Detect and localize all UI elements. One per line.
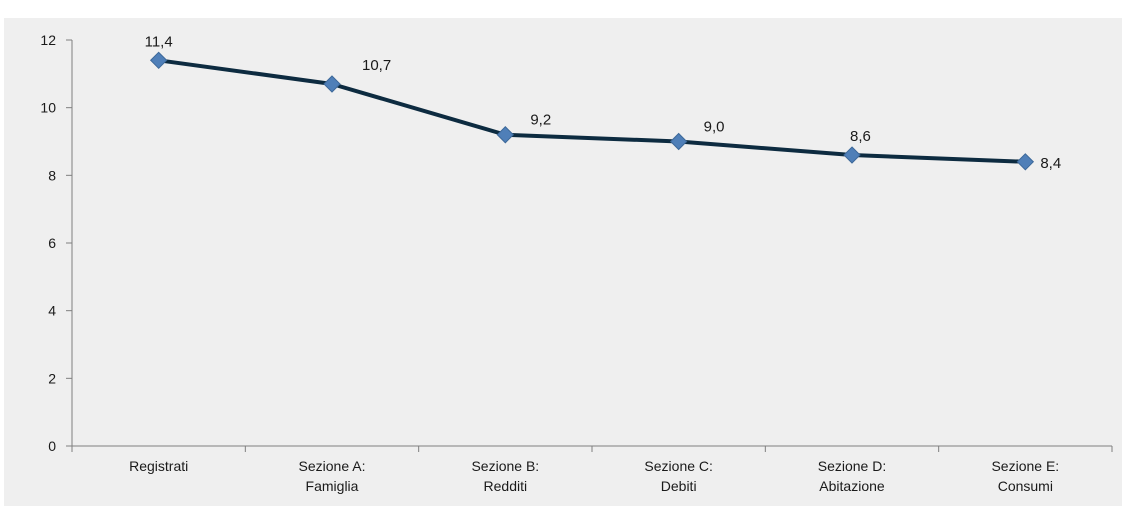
data-point-marker	[496, 126, 515, 144]
x-tick-label: Sezione E: Consumi	[991, 458, 1059, 494]
data-label: 10,7	[362, 57, 391, 74]
data-label: 9,2	[530, 112, 551, 129]
y-tick-label: 4	[48, 303, 56, 319]
series-line	[158, 58, 1026, 164]
data-label: 11,4	[145, 33, 173, 50]
data-point-marker	[1016, 153, 1035, 171]
x-tick-label: Sezione A: Famiglia	[299, 458, 366, 494]
chart-frame	[4, 18, 1122, 506]
y-tick-label: 8	[48, 167, 56, 183]
y-tick-label: 0	[48, 438, 56, 454]
y-tick-label: 2	[48, 370, 56, 386]
x-tick-label: Registrati	[129, 458, 188, 474]
data-point-marker	[323, 75, 341, 93]
data-label: 8,6	[850, 128, 871, 145]
data-point-marker	[843, 146, 861, 164]
x-tick-label: Sezione D: Abitazione	[818, 458, 886, 494]
x-tick-label: Sezione B: Redditi	[471, 458, 539, 494]
data-label: 8,4	[1040, 155, 1061, 172]
data-point-marker	[149, 51, 168, 70]
y-tick-label: 10	[40, 100, 56, 116]
data-point-marker	[669, 132, 688, 151]
y-tick-label: 12	[40, 32, 56, 48]
data-label: 9,0	[704, 119, 725, 136]
x-tick-label: Sezione C: Debiti	[644, 458, 712, 494]
y-tick-label: 6	[48, 235, 56, 251]
